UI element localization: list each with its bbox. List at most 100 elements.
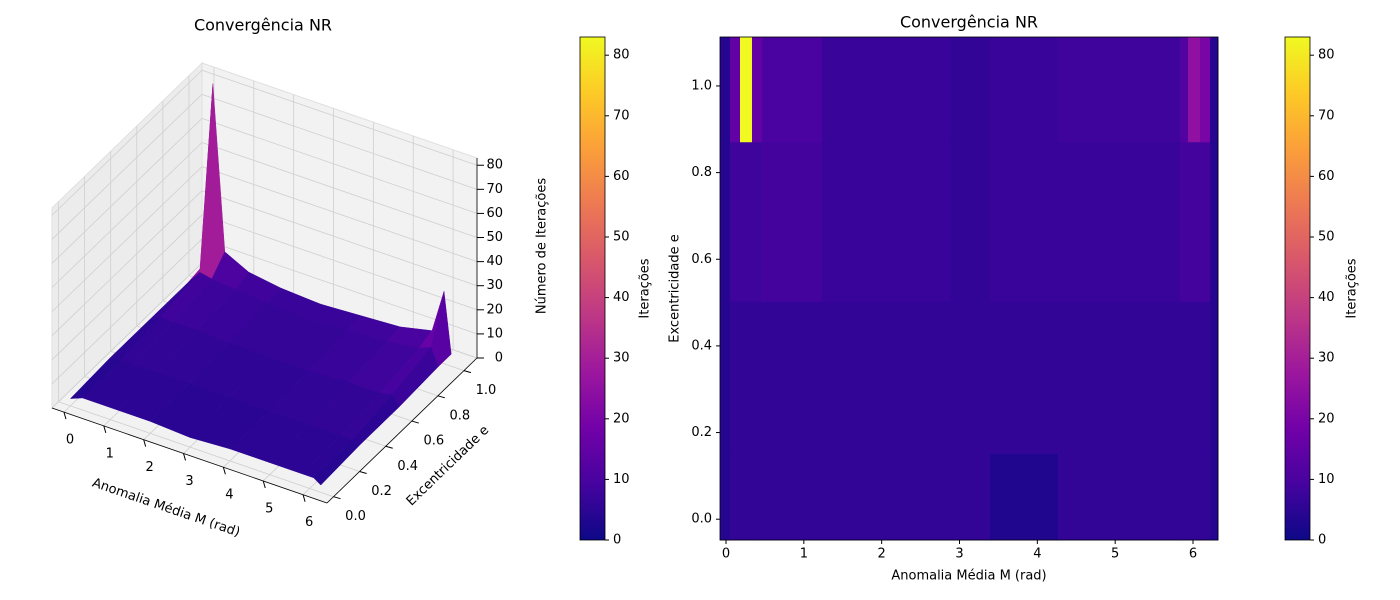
grid-line	[201, 214, 478, 311]
x-tick-label: 1	[106, 446, 114, 461]
heatmap-cell	[1200, 141, 1211, 302]
chart-title: Convergência NR	[900, 13, 1038, 32]
z-tick-label: 70	[486, 182, 503, 197]
x-tick	[183, 453, 187, 461]
x-tick	[262, 480, 266, 489]
heatmap-cell	[821, 453, 951, 541]
heatmap-cell	[740, 37, 753, 143]
grid-line	[58, 401, 334, 498]
y-tick-label: 0.8	[691, 165, 712, 180]
colorbar-label: Iterações	[1345, 258, 1360, 318]
heatmap-cell	[1188, 301, 1201, 454]
colorbar-tick-label: 60	[613, 169, 630, 184]
heatmap-cell	[990, 453, 1059, 541]
x-axis-label: Anomalia Média M (rad)	[891, 569, 1046, 584]
colorbar-tick-label: 10	[1318, 472, 1335, 487]
grid-line	[51, 214, 203, 361]
grid-line	[201, 93, 478, 190]
y-tick-label: 0.2	[691, 425, 712, 440]
heatmap-cell	[762, 453, 823, 541]
heatmap-cell	[729, 37, 741, 143]
heatmap-cell	[1200, 301, 1211, 454]
heatmap-cell	[1188, 37, 1201, 143]
heatmap-cell	[821, 141, 951, 302]
heatmap-cell	[1188, 453, 1201, 541]
grid-line	[51, 166, 203, 312]
heatmap-cell	[1058, 453, 1181, 541]
heatmap-cell	[762, 301, 823, 454]
grid-line	[201, 190, 478, 287]
colorbar-tick-label: 70	[613, 108, 630, 123]
z-tick-label: 60	[486, 206, 503, 221]
colorbar-tick-label: 40	[1318, 290, 1335, 305]
colorbar-tick-label: 10	[613, 472, 630, 487]
x-tick-label: 2	[146, 460, 154, 475]
x-tick-label: 1	[800, 547, 808, 562]
x-tick-label: 0	[66, 433, 74, 448]
surface-patch	[313, 439, 361, 486]
x-tick-label: 3	[185, 474, 193, 489]
heatmap-cell	[720, 37, 731, 143]
y-tick-label: 0.4	[691, 338, 712, 353]
heatmap-cell	[990, 37, 1059, 143]
heatmap-cell	[1210, 301, 1219, 454]
y-tick	[333, 496, 341, 500]
grid-line	[201, 238, 478, 335]
y-tick	[437, 395, 446, 399]
y-tick-label: 1.0	[691, 78, 712, 93]
grid-line	[51, 118, 203, 264]
heatmap-cell	[720, 301, 731, 454]
grid-line	[51, 262, 203, 409]
heatmap-cell	[1210, 141, 1219, 302]
x-tick	[63, 411, 67, 420]
heatmap-cell	[1180, 453, 1189, 541]
heatmap-cell	[740, 141, 753, 302]
x-tick-label: 5	[265, 501, 273, 516]
colorbar-tick-label: 20	[613, 411, 630, 426]
heatmap-cell	[990, 141, 1059, 302]
x-tick	[103, 425, 107, 434]
heatmap-cell	[1180, 141, 1189, 302]
x-tick	[222, 467, 226, 475]
heatmap-cell	[1180, 37, 1189, 143]
y-tick	[411, 420, 419, 424]
colorbar-tick-label: 30	[613, 351, 630, 366]
y-tick-label: 0.4	[397, 459, 418, 474]
colorbar-label: Iterações	[638, 258, 653, 318]
colorbar-tick-label: 30	[1318, 351, 1335, 366]
colorbar-tick-label: 0	[613, 533, 621, 548]
x-tick-label: 5	[1111, 547, 1119, 562]
chart-title: Convergência NR	[194, 16, 332, 35]
colorbar	[579, 36, 606, 541]
heatmap-cell	[1180, 301, 1189, 454]
z-tick-label: 30	[486, 278, 503, 293]
y-tick-label: 0.0	[345, 509, 366, 524]
x-tick-label: 6	[305, 515, 313, 530]
colorbar-tick-label: 0	[1318, 533, 1326, 548]
heatmap-cell	[990, 301, 1059, 454]
x-tick-label: 3	[955, 547, 963, 562]
heatmap-cell	[1200, 37, 1211, 143]
heatmap-cell	[740, 301, 753, 454]
colorbar-tick-label: 60	[1318, 169, 1335, 184]
heatmap-cell	[1058, 37, 1181, 143]
heatmap-cell	[740, 453, 753, 541]
z-tick-label: 0	[495, 351, 503, 366]
x-axis-label: Anomalia Média M (rad)	[90, 476, 242, 541]
grid-line	[201, 118, 478, 214]
colorbar-tick-label: 80	[1318, 48, 1335, 63]
heatmap-cell	[729, 141, 741, 302]
z-tick-label: 40	[486, 254, 503, 269]
colorbar	[1284, 36, 1311, 541]
heatmap-cell	[1188, 141, 1201, 302]
z-axis-label: Número de Iterações	[535, 178, 550, 314]
heatmap-cell	[950, 141, 991, 302]
grid-line	[201, 142, 478, 238]
grid-line	[51, 69, 203, 216]
y-axis-label: Excentricidade e	[668, 234, 683, 342]
x-tick-label: 2	[878, 547, 886, 562]
x-tick-label: 4	[1033, 547, 1041, 562]
y-tick	[385, 445, 393, 449]
heatmap-cell	[729, 453, 741, 541]
axis-line	[51, 407, 328, 504]
